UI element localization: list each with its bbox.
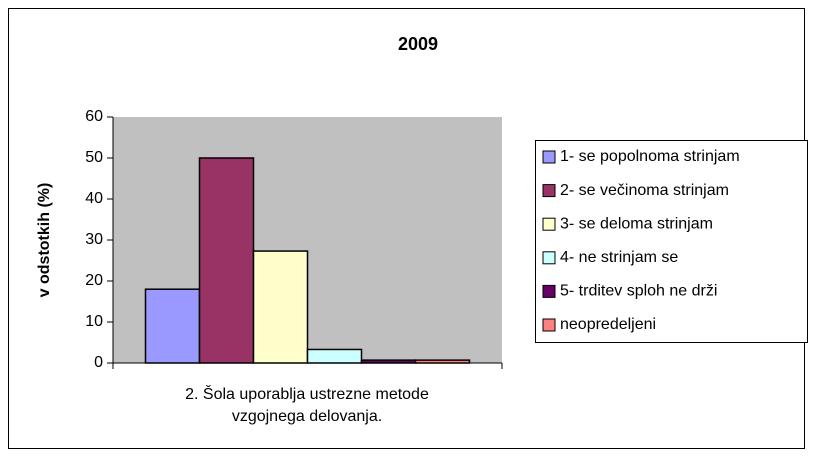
legend-swatch: [542, 318, 556, 332]
y-tick-label: 10: [85, 313, 103, 330]
legend-swatch: [542, 217, 556, 231]
y-tick-label: 60: [85, 108, 103, 125]
bar: [144, 288, 201, 364]
bar: [306, 348, 363, 364]
bar: [252, 250, 309, 364]
legend-label: 1- se popolnoma strinjam: [560, 148, 740, 165]
legend-label: 3- se deloma strinjam: [560, 215, 713, 232]
x-tick-label: 2. Šola uporablja ustrezne metode vzgojn…: [185, 386, 429, 425]
y-tick-label: 30: [85, 231, 103, 248]
legend-swatch: [542, 184, 556, 198]
legend-label: 5- trditev sploh ne drži: [560, 283, 717, 300]
legend: [535, 140, 808, 343]
y-tick-label: 0: [94, 354, 103, 371]
chart-title: 2009: [398, 34, 438, 54]
y-tick-label: 20: [85, 272, 103, 289]
bar: [198, 157, 255, 364]
legend-swatch: [542, 284, 556, 298]
legend-label: neopredeljeni: [560, 316, 656, 333]
legend-swatch: [542, 251, 556, 265]
bar: [414, 359, 471, 364]
legend-swatch: [542, 150, 556, 164]
legend-label: 2- se večinoma strinjam: [560, 182, 729, 199]
bar: [360, 359, 417, 364]
y-axis-label: v odstotkih (%): [36, 183, 53, 298]
y-tick-label: 50: [85, 149, 103, 166]
legend-label: 4- ne strinjam se: [560, 249, 678, 266]
y-tick-label: 40: [85, 190, 103, 207]
